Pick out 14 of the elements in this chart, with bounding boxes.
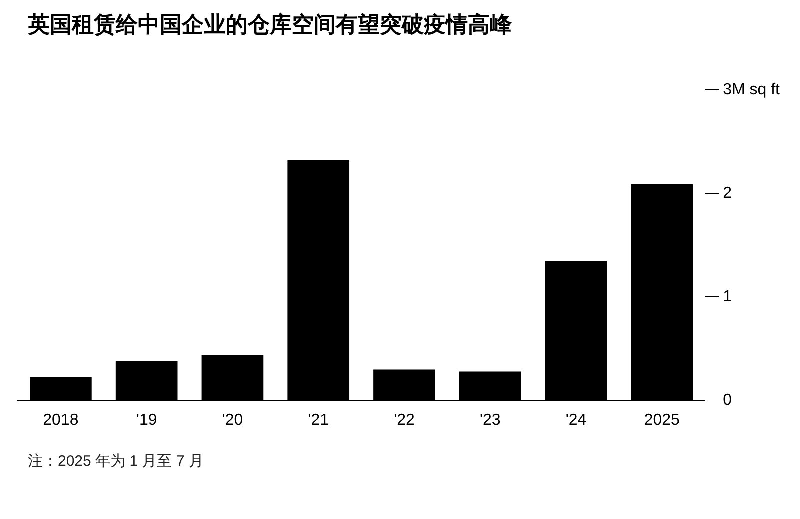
x-tick-label: 2018 [43, 412, 79, 429]
y-tick-label: 1 [723, 288, 732, 306]
x-tick-label: 2025 [644, 412, 680, 429]
y-tick-label: 2 [723, 185, 732, 202]
x-tick-label: '20 [222, 412, 244, 429]
x-tick-label: '23 [480, 412, 501, 429]
x-tick-label: '22 [394, 412, 416, 429]
text: 注：2025 年为 1 月至 7 月 [28, 452, 205, 471]
x-tick-label: '21 [308, 412, 330, 429]
y-tick-label: 0 [723, 392, 732, 410]
chart-title: 英国租赁给中国企业的仓库空间有望突破疫情高峰 [28, 11, 513, 39]
y-tick-label: 3M sq ft [723, 81, 781, 98]
x-tick-label: '24 [566, 412, 587, 429]
x-tick-label: '19 [136, 412, 158, 429]
